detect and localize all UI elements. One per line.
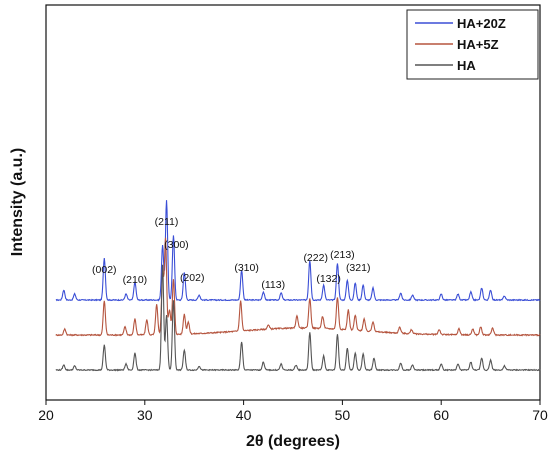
peak-label: (113) [261,279,285,291]
peak-label-layer: (002) (210) (211) (300) (202) (310)(113) (222)… [92,216,370,291]
peak-label: (002) [92,264,117,276]
x-axis-label: 2θ (degrees) [246,433,340,450]
peak-label: (222) [303,252,328,264]
x-tick-label: 70 [532,407,548,423]
legend-label: HA [457,58,476,73]
peak-label: (202) [180,272,205,284]
legend: HA+20Z HA+5Z HA [406,9,539,80]
x-tick-label: 20 [38,407,54,423]
peak-label: (210) [123,274,148,286]
series-line-ha [55,264,541,372]
peak-label: (321) [346,262,371,274]
x-tick-label: 50 [335,407,351,423]
peak-label: (300) [164,239,189,251]
tick-layer: 20 30 40 50 60 70 [38,400,548,423]
series-layer [55,200,541,372]
x-tick-label: 40 [236,407,252,423]
legend-label: HA+20Z [457,16,506,31]
series-line-ha-5z [55,237,541,337]
peak-label: (310) [234,262,259,274]
x-tick-label: 60 [433,407,449,423]
peak-label: (211) [155,216,179,228]
peak-label: (132) [316,273,341,285]
series-line-ha-20z [55,200,541,302]
y-axis-label: Intensity (a.u.) [9,148,26,256]
x-tick-label: 30 [137,407,153,423]
legend-label: HA+5Z [457,37,499,52]
peak-label: (213) [330,249,355,261]
